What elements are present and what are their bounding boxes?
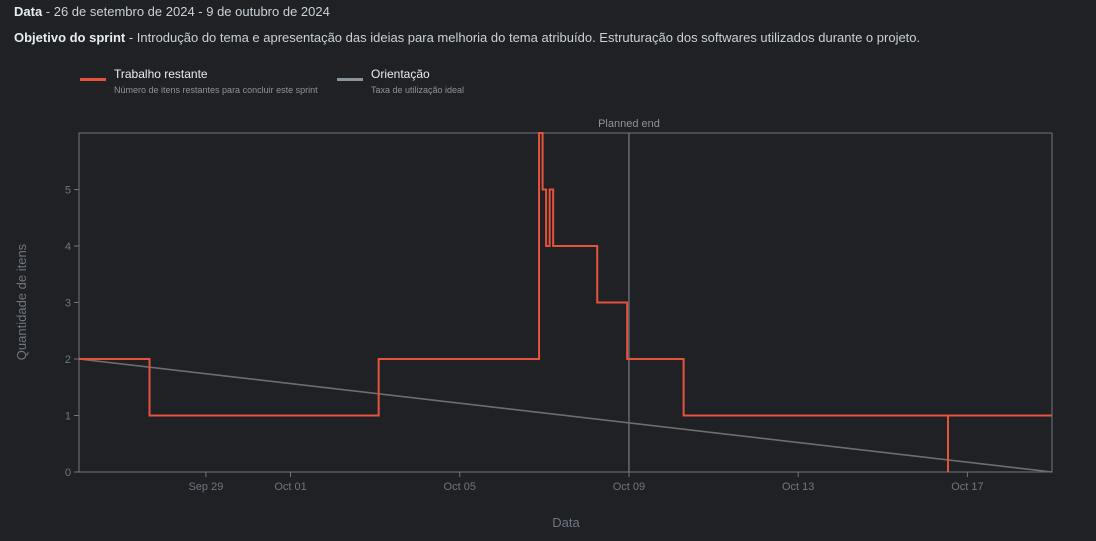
y-tick-label: 1 [65,411,71,423]
legend-desc-remaining-work: Número de itens restantes para concluir … [114,85,318,95]
x-tick-label: Oct 05 [444,481,476,493]
x-axis-ticks: Sep 29 Oct 01 Oct 05 Oct 09 Oct 13 Oct 17 [188,472,984,493]
sprint-date-value: - 26 de setembro de 2024 - 9 de outubro … [42,4,330,19]
y-tick-label: 0 [65,467,71,479]
sprint-date-line: Data - 26 de setembro de 2024 - 9 de out… [14,4,330,19]
y-axis-title: Quantidade de itens [14,243,29,360]
chart-annotations: Planned end [598,118,660,472]
x-axis-title: Data [552,515,580,530]
remaining-work-line [79,132,1052,472]
y-tick-label: 3 [65,298,71,310]
sprint-date-label: Data [14,4,43,19]
y-tick-label: 5 [65,185,71,197]
legend-desc-guideline: Taxa de utilização ideal [371,85,465,95]
sprint-goal-label: Objetivo do sprint [14,30,126,45]
sprint-goal-line: Objetivo do sprint - Introdução do tema … [14,30,920,45]
y-axis-ticks: 0 1 2 3 4 5 [65,185,79,479]
y-tick-label: 4 [65,241,71,253]
legend-swatch-remaining-work [80,78,106,81]
x-tick-label: Oct 13 [782,481,814,493]
x-tick-label: Sep 29 [188,481,223,493]
plot-frame [78,132,1053,473]
planned-end-label: Planned end [598,118,660,130]
x-tick-label: Oct 01 [274,481,306,493]
legend-swatch-guideline [337,78,363,81]
chart-series [78,132,1053,473]
legend-title-remaining-work: Trabalho restante [114,67,208,81]
x-tick-label: Oct 09 [613,481,645,493]
legend-title-guideline: Orientação [371,67,430,81]
y-tick-label: 2 [65,354,71,366]
x-tick-label: Oct 17 [951,481,983,493]
guideline-line [78,358,1053,473]
sprint-goal-value: - Introdução do tema e apresentação das … [125,30,921,45]
